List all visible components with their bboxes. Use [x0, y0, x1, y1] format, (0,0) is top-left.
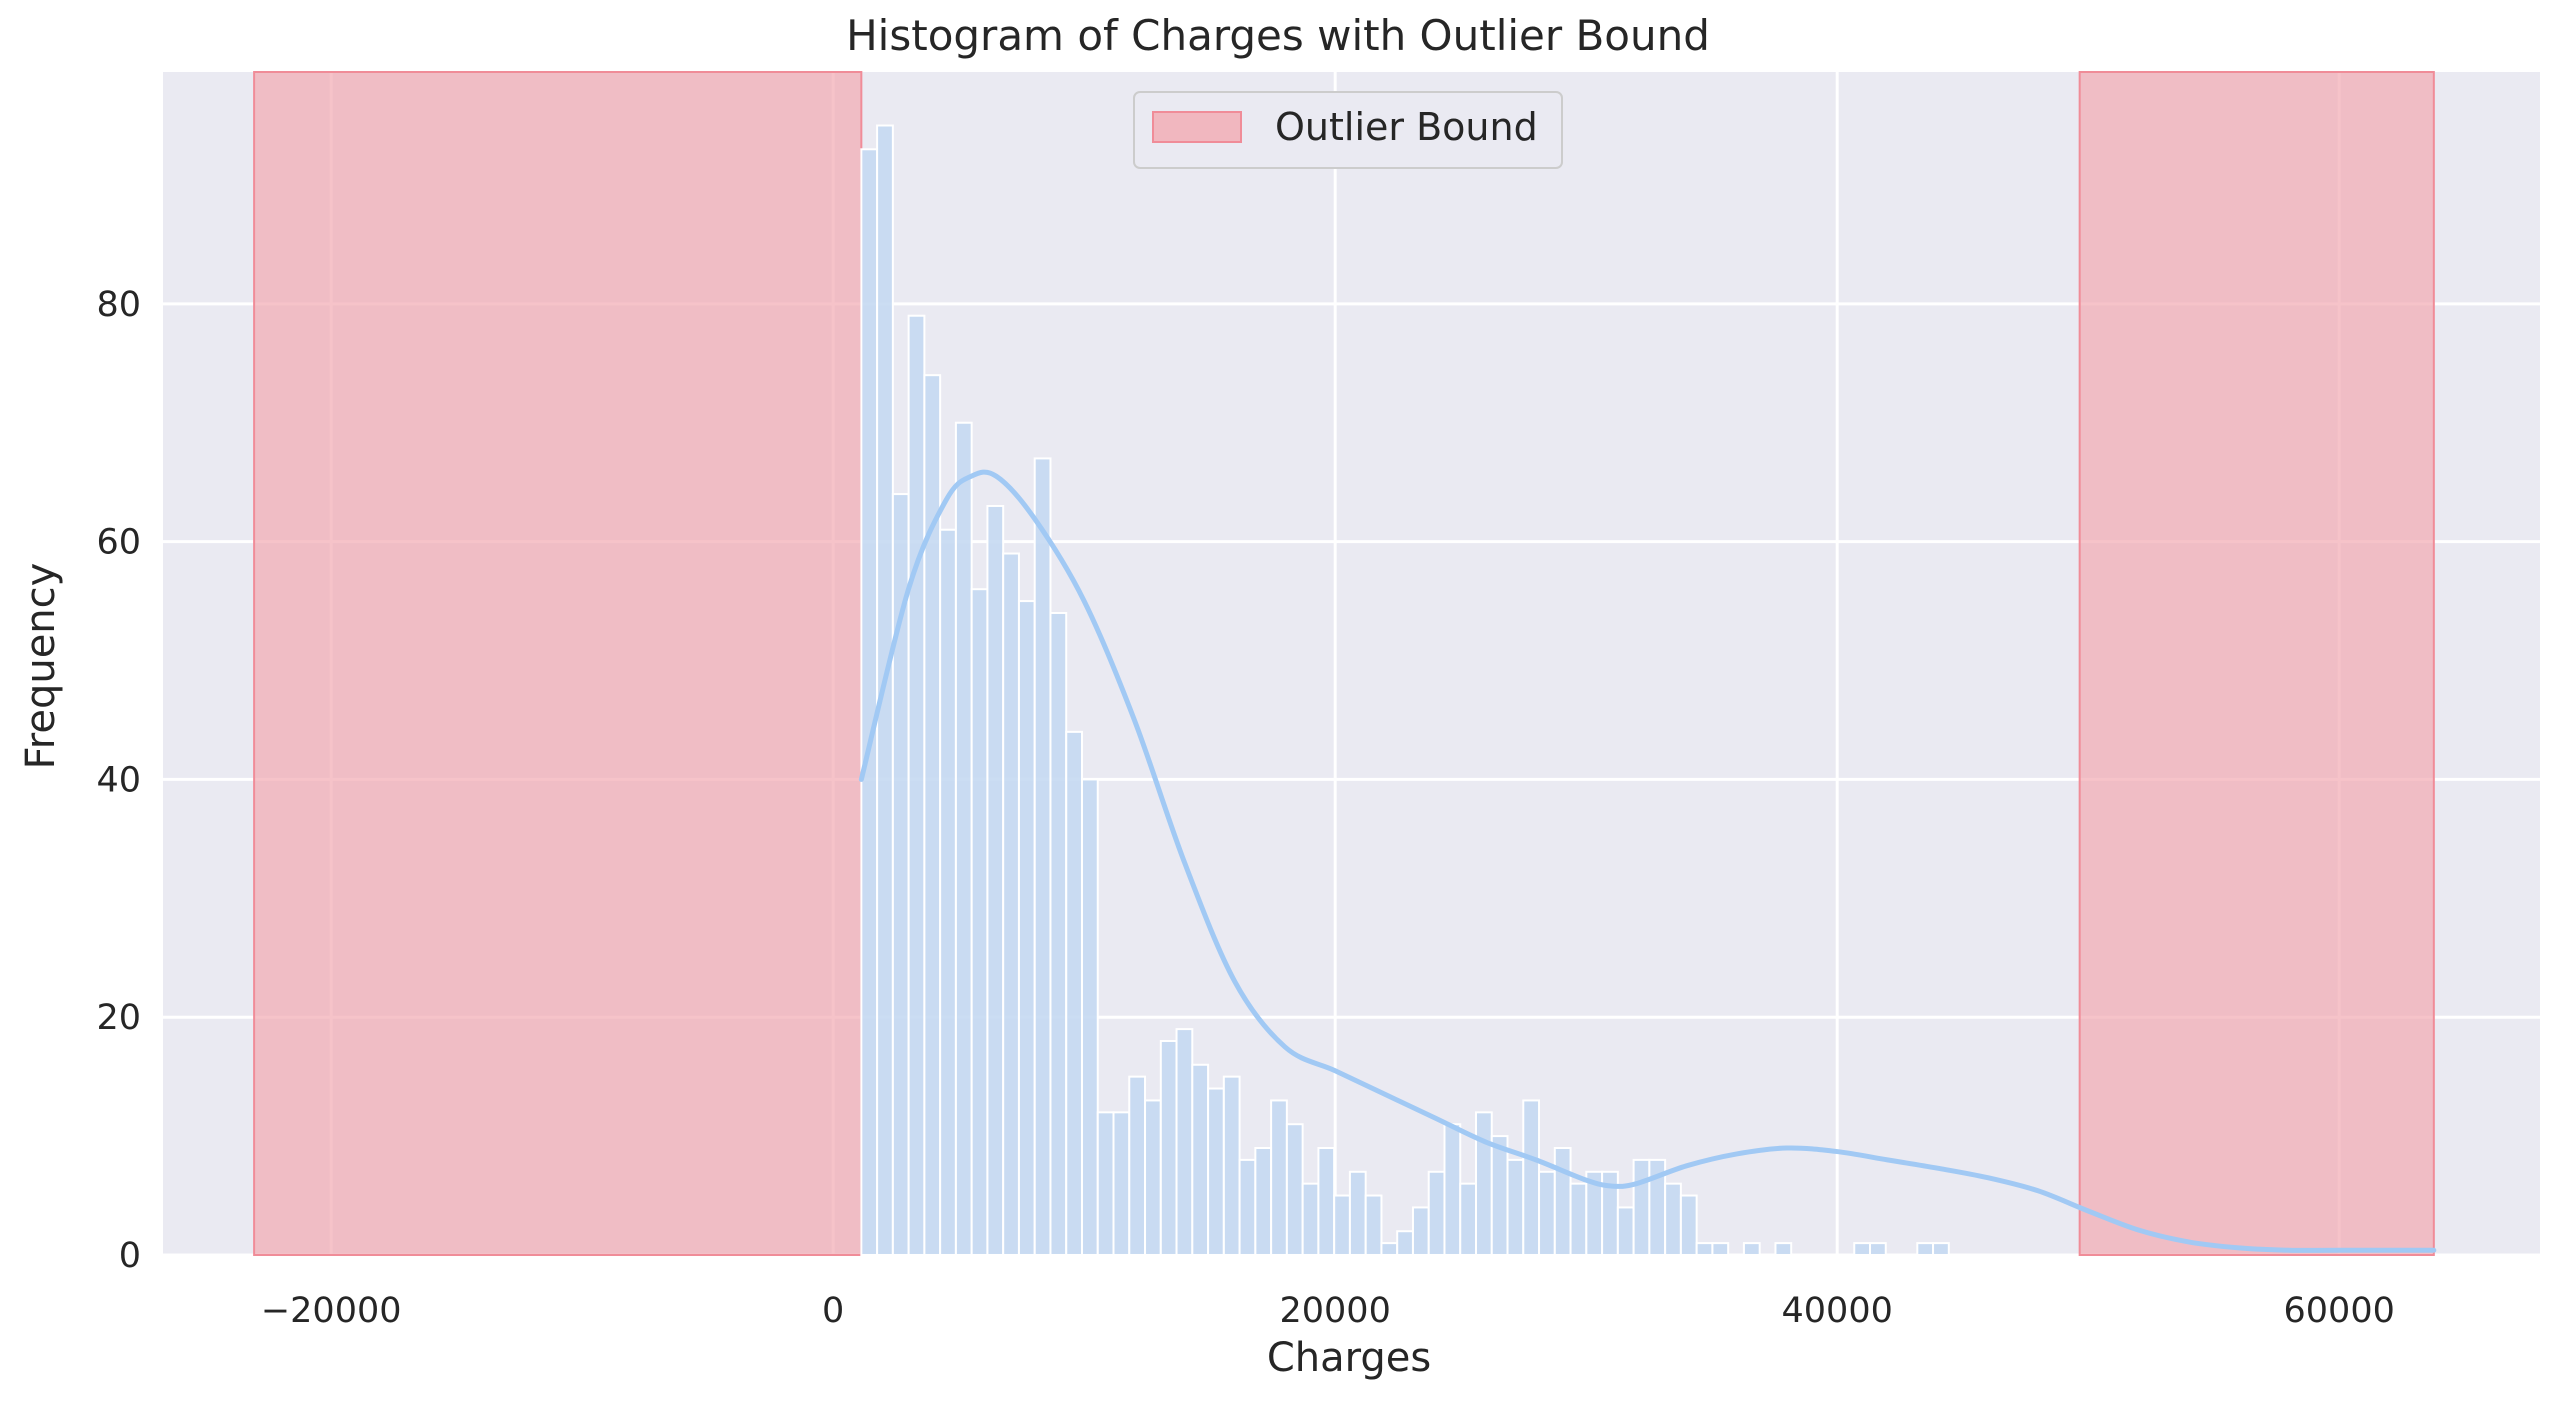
- histogram-bar: [1411, 1206, 1430, 1257]
- histogram-bar: [1853, 1242, 1872, 1257]
- histogram-bar: [970, 588, 989, 1256]
- histogram-bar: [1679, 1194, 1698, 1256]
- histogram-bar: [1664, 1182, 1682, 1257]
- histogram-bar: [1017, 600, 1036, 1256]
- histogram-bar: [1443, 1123, 1462, 1256]
- legend: Outlier Bound: [1133, 91, 1563, 169]
- histogram-bar: [1711, 1242, 1730, 1257]
- histogram-bar: [1301, 1182, 1320, 1257]
- histogram-bar: [1522, 1099, 1541, 1256]
- y-tick-label: 20: [96, 998, 141, 1038]
- histogram-bar: [1396, 1230, 1414, 1256]
- histogram-bar: [1191, 1063, 1210, 1256]
- x-tick-label: 20000: [1280, 1291, 1391, 1331]
- histogram-bar: [1333, 1194, 1351, 1256]
- histogram-bar: [1774, 1242, 1793, 1257]
- y-axis-label: Frequency: [18, 563, 64, 770]
- x-axis-label: Charges: [1267, 1335, 1431, 1381]
- histogram-bar: [1538, 1170, 1556, 1257]
- histogram-bar: [1270, 1099, 1288, 1256]
- histogram-bar: [1096, 1111, 1115, 1257]
- histogram-bar: [1175, 1028, 1194, 1256]
- histogram-bar: [860, 148, 879, 1257]
- histogram-bar: [1932, 1242, 1950, 1257]
- histogram-bar: [1869, 1242, 1887, 1257]
- histogram-bar: [1459, 1182, 1478, 1257]
- histogram-bar: [1364, 1194, 1383, 1256]
- legend-swatch-outlier-bound: [1152, 111, 1242, 143]
- histogram-bar: [907, 314, 926, 1257]
- y-tick-label: 80: [96, 285, 141, 325]
- kde-curve: [858, 469, 2437, 1253]
- chart-title: Histogram of Charges with Outlier Bound: [846, 11, 1710, 60]
- x-tick-label: 60000: [2284, 1291, 2395, 1331]
- histogram-bar: [1742, 1242, 1761, 1257]
- histogram-bar: [1033, 457, 1052, 1256]
- y-tick-label: 60: [96, 523, 141, 563]
- y-tick-label: 0: [119, 1236, 141, 1276]
- histogram-bar: [1065, 730, 1083, 1256]
- legend-label-outlier-bound: Outlier Bound: [1275, 105, 1538, 149]
- histogram-bar: [1207, 1087, 1225, 1256]
- histogram-bar: [1112, 1111, 1131, 1257]
- histogram-bar: [1616, 1206, 1635, 1257]
- histogram-bars: [860, 124, 1950, 1257]
- histogram-bar: [1569, 1182, 1588, 1257]
- histogram-bar: [1475, 1111, 1493, 1257]
- x-tick-label: −20000: [261, 1291, 402, 1331]
- histogram-bar: [1632, 1158, 1651, 1256]
- histogram-bar: [1159, 1039, 1178, 1257]
- outlier-bound-region: [2078, 71, 2435, 1256]
- histogram-bar: [1427, 1170, 1446, 1257]
- histogram-bar: [1553, 1146, 1572, 1257]
- histogram-bar: [1238, 1158, 1257, 1256]
- histogram-bar: [1285, 1123, 1304, 1256]
- histogram-bar: [1002, 552, 1020, 1256]
- histogram-bar: [954, 421, 973, 1256]
- histogram-bar: [1317, 1146, 1336, 1257]
- histogram-bar: [1049, 611, 1068, 1256]
- outlier-bound-regions: [253, 71, 2435, 1256]
- histogram-bar: [1128, 1075, 1147, 1257]
- histogram-bar: [1254, 1146, 1273, 1257]
- histogram-bar: [1080, 778, 1099, 1256]
- histogram-bar: [1222, 1075, 1241, 1257]
- histogram-bar: [1348, 1170, 1367, 1257]
- x-tick-label: 40000: [1782, 1291, 1893, 1331]
- histogram-bar: [1506, 1158, 1525, 1256]
- x-tick-label: 0: [822, 1291, 844, 1331]
- histogram-bar: [1916, 1242, 1935, 1257]
- histogram-bar: [923, 374, 942, 1256]
- histogram-bar: [1490, 1135, 1509, 1256]
- kde-line: [858, 469, 2437, 1253]
- histogram-bar: [939, 528, 957, 1256]
- y-tick-labels: 0 20 40 60 80: [96, 285, 141, 1276]
- y-tick-label: 40: [96, 760, 141, 800]
- histogram-bar: [986, 504, 1005, 1256]
- x-tick-labels: −20000 0 20000 40000 60000: [261, 1291, 2395, 1331]
- histogram-bar: [1695, 1242, 1714, 1257]
- outlier-bound-region: [253, 71, 863, 1256]
- histogram-bar: [1380, 1242, 1399, 1257]
- histogram-bar: [1144, 1099, 1162, 1256]
